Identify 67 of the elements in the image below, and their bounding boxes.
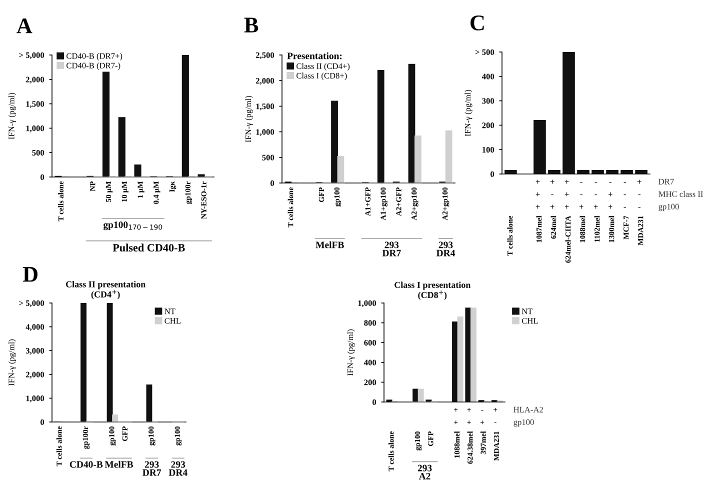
y-tick-label: 0 xyxy=(270,180,274,186)
text: 293 A2 xyxy=(418,464,432,480)
y-tick-label: 400 xyxy=(364,360,376,366)
y-tick-label: 600 xyxy=(364,340,376,346)
y-tick-label: 500 xyxy=(262,154,274,160)
legend-label: NT xyxy=(164,308,176,314)
text: MelFB xyxy=(104,460,134,468)
y-tick-label: 2,500 xyxy=(256,52,274,60)
y-tick-label: 3,000 xyxy=(26,348,44,355)
text: Pulsed CD40-B xyxy=(112,244,185,252)
y-tick-label: 0 xyxy=(40,174,44,180)
text: MelFB xyxy=(316,241,344,248)
y-tick-label: 4,000 xyxy=(26,324,44,331)
text: MHC class II xyxy=(658,191,703,197)
text: CD40-B xyxy=(70,461,103,468)
text: HLA-A2 xyxy=(514,406,543,412)
y-tick-label: > 500 xyxy=(475,49,494,55)
y-tick-label: 1,500 xyxy=(256,104,274,110)
text: 293 DR4 xyxy=(168,461,188,476)
y-tick-label: 500 xyxy=(32,150,44,156)
text: DR7 xyxy=(658,178,674,184)
text: gp100 xyxy=(514,419,534,427)
text: + - + - - + - - xyxy=(536,192,640,196)
y-tick-label: 300 xyxy=(482,98,494,104)
y-tick-label: > 5,000 xyxy=(19,300,44,308)
y-tick-label: 800 xyxy=(364,320,376,326)
text: 293 DR4 xyxy=(436,242,456,256)
text: 293 DR7 xyxy=(382,242,401,256)
y-tick-label: 0 xyxy=(40,419,44,425)
y-axis-title: IFN-γ (pg/ml) xyxy=(464,90,472,136)
y-tick-label: 2,000 xyxy=(26,372,44,379)
y-tick-label: 100 xyxy=(482,146,494,153)
chart-title: B xyxy=(244,18,258,32)
text: + + + + + + - - xyxy=(536,204,640,209)
y-tick-label: 200 xyxy=(364,380,376,386)
text: gp100$_{170−190}$ xyxy=(103,222,162,230)
y-axis-title: IFN-γ (pg/ml) xyxy=(8,339,16,386)
legend-label: CHL xyxy=(164,318,180,324)
chart-title: D xyxy=(22,267,38,282)
y-axis-title: IFN-γ (pg/ml) xyxy=(245,96,253,142)
y-tick-label: 2,000 xyxy=(26,76,44,84)
y-tick-label: 400 xyxy=(482,74,494,80)
y-tick-label: 200 xyxy=(482,122,494,128)
y-tick-label: 1,000 xyxy=(358,300,376,308)
legend-label: NT xyxy=(522,308,533,314)
text: + + + - - - - + xyxy=(536,180,642,184)
y-axis-title: IFN-γ (pg/ml) xyxy=(347,329,355,376)
y-tick-label: 0 xyxy=(372,399,376,405)
y-tick-label: > 5,000 xyxy=(19,52,44,60)
y-tick-label: 1,000 xyxy=(256,129,274,136)
legend-label: Class II (CD4+) xyxy=(296,63,350,71)
legend-title: Presentation: xyxy=(287,52,342,60)
y-tick-label: 1,000 xyxy=(26,396,44,402)
chart-subtitle: Class I presentation (CD8$^{+}$) xyxy=(394,282,471,300)
text: 293 DR7 xyxy=(142,461,162,476)
chart-subtitle: Class II presentation (CD4$^{+}$) xyxy=(66,281,146,300)
y-tick-label: 2,000 xyxy=(256,78,274,85)
legend-label: CD40-B (DR7+) xyxy=(66,52,122,61)
legend-label: CD40-B (DR7-) xyxy=(66,62,120,70)
y-axis-title: IFN-γ (pg/ml) xyxy=(8,92,16,140)
chart-title: A xyxy=(16,18,32,34)
legend-label: Class I (CD8+) xyxy=(296,72,347,80)
legend-label: CHL xyxy=(522,318,538,324)
y-tick-label: 0 xyxy=(490,171,494,177)
chart-title: C xyxy=(470,15,484,30)
y-tick-label: 1,000 xyxy=(26,126,44,132)
y-tick-label: 1,500 xyxy=(26,101,44,108)
